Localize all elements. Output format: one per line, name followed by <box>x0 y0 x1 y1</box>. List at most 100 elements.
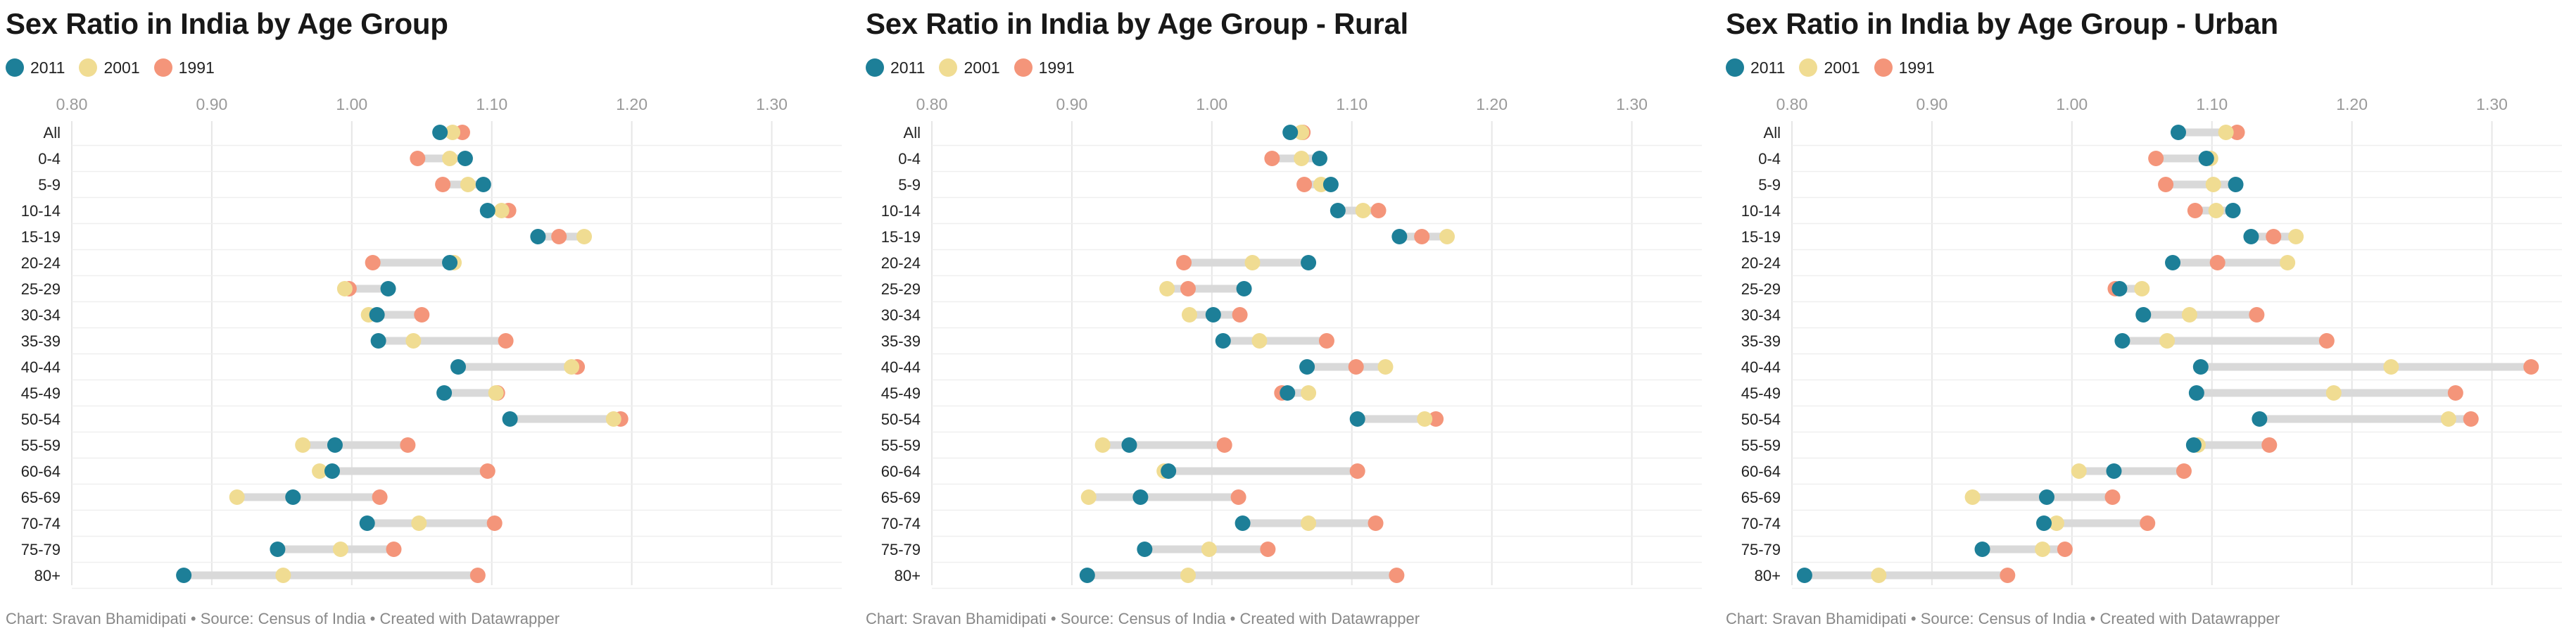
category-label: 75-79 <box>21 541 61 558</box>
category-label: 65-69 <box>21 489 61 506</box>
dot-1991 <box>2148 151 2164 166</box>
dot-1991 <box>2158 177 2174 192</box>
dot-1991 <box>498 333 514 349</box>
category-label: 70-74 <box>21 515 61 532</box>
category-label: All <box>1764 124 1781 142</box>
legend-item-2011: 2011 <box>866 58 925 77</box>
dot-2011 <box>2188 385 2204 401</box>
dot-1991 <box>2140 515 2156 531</box>
category-label: 45-49 <box>1741 384 1781 402</box>
dot-1991 <box>551 229 567 244</box>
dot-2011 <box>436 385 453 401</box>
x-tick-label: 1.10 <box>2196 95 2228 113</box>
dot-1991 <box>2104 489 2121 505</box>
dot-2001 <box>460 177 476 192</box>
dot-1991 <box>1428 411 1444 427</box>
chart-title: Sex Ratio in India by Age Group - Rural <box>866 7 1408 40</box>
chart-panel-total: Sex Ratio in India by Age Group 2011 200… <box>0 0 845 638</box>
category-label: 65-69 <box>1741 489 1781 506</box>
dot-2011 <box>1349 411 1365 427</box>
dot-1991 <box>2249 307 2265 323</box>
dot-2001 <box>2288 229 2304 244</box>
dot-2011 <box>2106 463 2122 479</box>
dot-2011 <box>1322 177 1339 192</box>
dot-2011 <box>1301 255 1317 270</box>
category-label: 70-74 <box>1741 515 1781 532</box>
dot-1991 <box>1370 203 1387 218</box>
category-label: 20-24 <box>21 254 61 272</box>
dot-2001 <box>336 281 353 296</box>
dot-2011 <box>2039 489 2055 505</box>
category-label: 40-44 <box>881 358 921 376</box>
dot-2001 <box>445 125 461 140</box>
dot-2001 <box>488 385 504 401</box>
legend-item-2001: 2001 <box>1799 58 1860 77</box>
dot-2001 <box>1871 568 1887 583</box>
x-tick-label: 1.20 <box>2336 95 2368 113</box>
x-tick-label: 1.10 <box>476 95 507 113</box>
category-label: 60-64 <box>1741 463 1781 480</box>
dot-2011 <box>2135 307 2152 323</box>
dot-2011 <box>327 437 343 453</box>
dot-2001 <box>2383 359 2399 375</box>
category-label: 5-9 <box>1758 176 1781 194</box>
dot-1991 <box>2057 542 2073 557</box>
dot-2001 <box>442 151 458 166</box>
legend: 2011 2001 1991 <box>866 55 1089 80</box>
dot-2001 <box>2071 463 2087 479</box>
category-label: 45-49 <box>881 384 921 402</box>
dot-2001 <box>2208 203 2224 218</box>
chart-title: Sex Ratio in India by Age Group - Urban <box>1726 7 2278 40</box>
category-label: 40-44 <box>21 358 61 376</box>
chart-title: Sex Ratio in India by Age Group <box>6 7 448 40</box>
category-label: 80+ <box>895 567 921 584</box>
legend-label: 2011 <box>30 58 65 77</box>
legend: 2011 2001 1991 <box>6 55 229 80</box>
dot-2011 <box>285 489 301 505</box>
chart-credit: Chart: Sravan Bhamidipati • Source: Cens… <box>866 610 1420 627</box>
dot-1991 <box>479 463 495 479</box>
category-label: 0-4 <box>1758 150 1781 168</box>
dot-1991 <box>1180 281 1197 296</box>
dot-2011 <box>370 333 386 349</box>
category-label: 20-24 <box>1741 254 1781 272</box>
legend-label: 1991 <box>1038 58 1075 77</box>
dot-2001 <box>1294 125 1310 140</box>
legend: 2011 2001 1991 <box>1726 55 1949 80</box>
dot-2011 <box>2192 359 2209 375</box>
dot-2001 <box>576 229 593 244</box>
category-label: 80+ <box>1755 567 1781 584</box>
category-label: 10-14 <box>1741 202 1781 220</box>
dot-1991 <box>372 489 388 505</box>
dot-2011 <box>270 542 286 557</box>
x-tick-label: 1.00 <box>2056 95 2088 113</box>
dot-1991 <box>1264 151 1280 166</box>
legend-swatch-2011 <box>6 58 24 77</box>
dot-2011 <box>176 568 192 583</box>
dot-1991 <box>1296 177 1313 192</box>
category-label: 60-64 <box>21 463 61 480</box>
category-label: 65-69 <box>881 489 921 506</box>
dot-2011 <box>2111 281 2128 296</box>
dot-2011 <box>380 281 396 296</box>
dot-1991 <box>2523 359 2539 375</box>
dot-1991 <box>2229 125 2245 140</box>
legend-label: 2011 <box>890 58 926 77</box>
dot-1991 <box>486 515 503 531</box>
dot-2001 <box>411 515 427 531</box>
dot-1991 <box>1348 359 1364 375</box>
dot-2011 <box>324 463 340 479</box>
category-label: 55-59 <box>1741 437 1781 454</box>
dot-2001 <box>2325 385 2342 401</box>
dot-2001 <box>1094 437 1111 453</box>
dot-2011 <box>2114 333 2130 349</box>
dot-2011 <box>1280 385 1296 401</box>
legend-swatch-2011 <box>866 58 884 77</box>
dot-range-chart: 0.80 0.90 1.00 1.10 1.20 1.30 All 0-4 5-9 10-14 15… <box>21 95 842 589</box>
dot-2001 <box>605 411 621 427</box>
dot-2011 <box>2225 203 2241 218</box>
category-label: 15-19 <box>881 228 921 246</box>
dot-2001 <box>564 359 580 375</box>
category-label: 40-44 <box>1741 358 1781 376</box>
dot-2011 <box>369 307 385 323</box>
